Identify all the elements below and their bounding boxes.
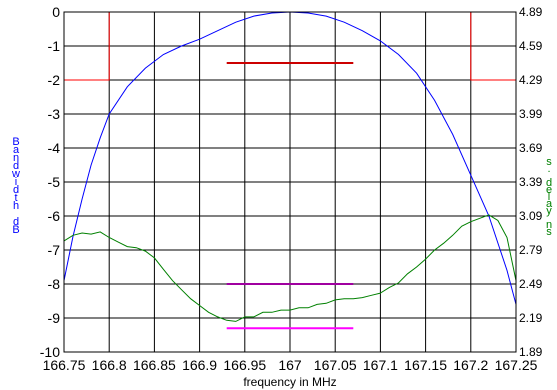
- series-line-2: [63, 214, 517, 322]
- x-tick-label: 167.2: [453, 357, 488, 373]
- x-tick-label: 166.9: [182, 357, 217, 373]
- x-axis-ticks: 166.75 166.8 166.85 166.9 166.95 167 167.05 167…: [43, 357, 538, 373]
- x-tick-label: 167.25: [495, 357, 538, 373]
- x-tick-label: 167: [278, 357, 302, 373]
- y-tick-label: -2: [48, 72, 61, 88]
- y2-tick-label: 2.79: [519, 243, 543, 257]
- x-tick-label: 167.1: [363, 357, 398, 373]
- y2-tick-label: 3.99: [519, 107, 543, 121]
- y-tick-label: -5: [48, 174, 61, 190]
- y2-tick-label: 4.29: [519, 73, 543, 87]
- y2-tick-label: 3.39: [519, 175, 543, 189]
- y-tick-label: -9: [48, 310, 61, 326]
- x-tick-label: 166.85: [133, 357, 176, 373]
- y-tick-label: -3: [48, 106, 61, 122]
- y-tick-label: -4: [48, 140, 61, 156]
- y-tick-label: -8: [48, 276, 61, 292]
- y-axis-ticks: 0 -1 -2 -3 -4 -5 -6 -7 -8 -9 -10: [40, 4, 60, 360]
- series-line-1: [63, 11, 517, 305]
- y-tick-label: -6: [48, 208, 61, 224]
- y-tick-label: 0: [52, 4, 60, 20]
- x-tick-label: 167.05: [314, 357, 357, 373]
- x-axis-label: frequency in MHz: [243, 375, 336, 389]
- y2-axis-ticks: 4.89 4.59 4.29 3.99 3.69 3.39 3.09 2.79 2.49 2.19…: [519, 5, 543, 359]
- y2-tick-label: 3.69: [519, 141, 543, 155]
- y2-tick-label: 2.49: [519, 277, 543, 291]
- y2-tick-label: 3.09: [519, 209, 543, 223]
- y2-tick-label: 4.89: [519, 5, 543, 19]
- x-tick-label: 166.95: [223, 357, 266, 373]
- plot-frame: [63, 11, 517, 353]
- x-tick-label: 166.75: [43, 357, 86, 373]
- y-tick-label: -7: [48, 242, 61, 258]
- y-tick-label: -10: [40, 344, 60, 360]
- y2-tick-label: 4.59: [519, 39, 543, 53]
- x-tick-label: 167.15: [404, 357, 447, 373]
- x-tick-label: 166.8: [92, 357, 127, 373]
- y2-tick-label: 1.89: [519, 345, 543, 359]
- y2-tick-label: 2.19: [519, 311, 543, 325]
- y-tick-label: -1: [48, 38, 61, 54]
